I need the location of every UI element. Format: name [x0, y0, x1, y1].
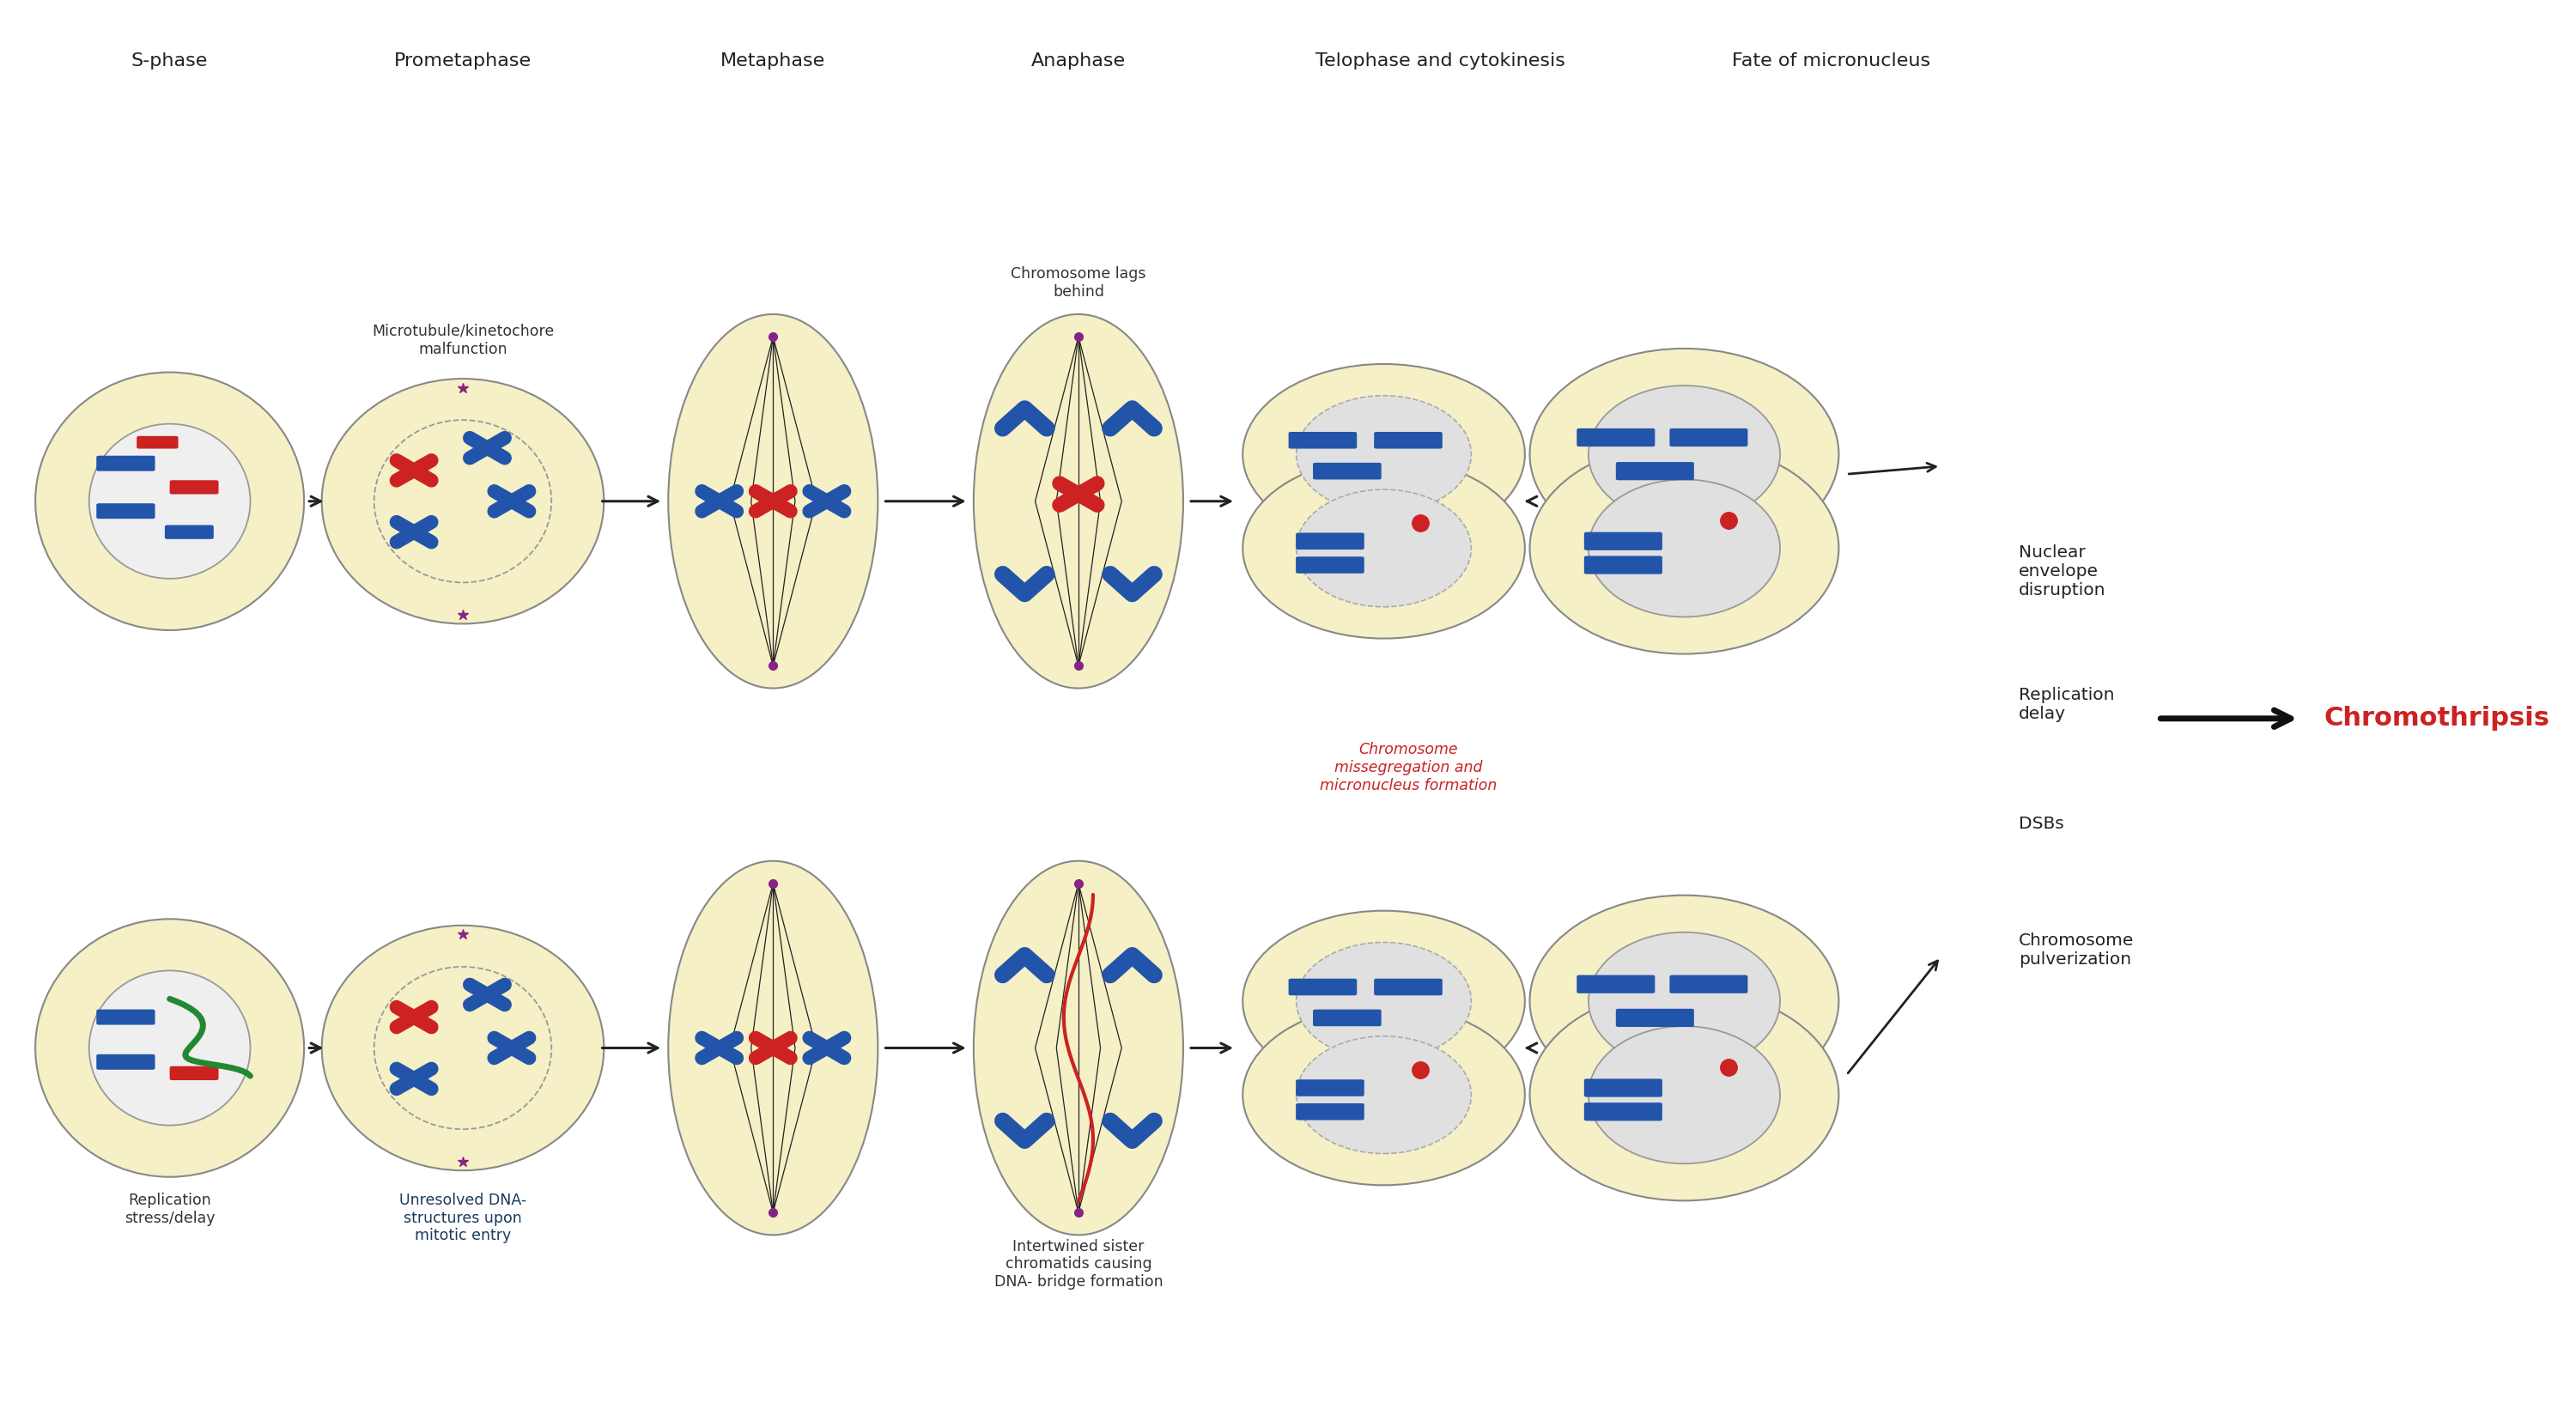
- Ellipse shape: [1296, 489, 1471, 607]
- FancyBboxPatch shape: [1577, 428, 1654, 447]
- Ellipse shape: [1530, 348, 1839, 559]
- Ellipse shape: [1242, 364, 1525, 544]
- Ellipse shape: [1530, 442, 1839, 654]
- Ellipse shape: [974, 861, 1182, 1234]
- Text: Prometaphase: Prometaphase: [394, 52, 531, 70]
- FancyBboxPatch shape: [1584, 557, 1662, 573]
- FancyBboxPatch shape: [1584, 533, 1662, 551]
- Text: S-phase: S-phase: [131, 52, 209, 70]
- Text: Replication
delay: Replication delay: [2020, 688, 2115, 721]
- Text: Chromosome
missegregation and
micronucleus formation: Chromosome missegregation and micronucle…: [1319, 743, 1497, 793]
- FancyBboxPatch shape: [1577, 975, 1654, 993]
- Text: DSBs: DSBs: [2020, 816, 2063, 831]
- Ellipse shape: [1296, 396, 1471, 513]
- FancyBboxPatch shape: [1314, 1009, 1381, 1026]
- Ellipse shape: [1530, 895, 1839, 1106]
- Ellipse shape: [322, 926, 603, 1171]
- FancyBboxPatch shape: [95, 455, 155, 471]
- Ellipse shape: [1589, 386, 1780, 523]
- Ellipse shape: [36, 919, 304, 1177]
- Text: Nuclear
envelope
disruption: Nuclear envelope disruption: [2020, 544, 2107, 599]
- FancyBboxPatch shape: [1373, 431, 1443, 448]
- Ellipse shape: [90, 424, 250, 579]
- Ellipse shape: [1296, 943, 1471, 1060]
- FancyBboxPatch shape: [1288, 431, 1358, 448]
- Text: Telophase and cytokinesis: Telophase and cytokinesis: [1316, 52, 1564, 70]
- FancyBboxPatch shape: [1296, 533, 1365, 550]
- FancyBboxPatch shape: [1296, 557, 1365, 573]
- FancyBboxPatch shape: [1296, 1103, 1365, 1120]
- FancyBboxPatch shape: [95, 503, 155, 519]
- FancyBboxPatch shape: [1373, 979, 1443, 995]
- FancyBboxPatch shape: [1288, 979, 1358, 995]
- FancyBboxPatch shape: [1615, 1009, 1695, 1027]
- FancyBboxPatch shape: [1584, 1079, 1662, 1098]
- Ellipse shape: [974, 314, 1182, 688]
- Text: Anaphase: Anaphase: [1030, 52, 1126, 70]
- FancyBboxPatch shape: [170, 1067, 219, 1081]
- FancyBboxPatch shape: [95, 1054, 155, 1069]
- FancyBboxPatch shape: [1669, 428, 1747, 447]
- Ellipse shape: [1530, 989, 1839, 1200]
- Ellipse shape: [374, 420, 551, 582]
- Ellipse shape: [90, 971, 250, 1126]
- FancyBboxPatch shape: [1615, 462, 1695, 480]
- Ellipse shape: [374, 967, 551, 1129]
- FancyBboxPatch shape: [1584, 1103, 1662, 1120]
- Ellipse shape: [667, 861, 878, 1234]
- Ellipse shape: [322, 379, 603, 624]
- Ellipse shape: [1296, 1036, 1471, 1154]
- Text: Microtubule/kinetochore
malfunction: Microtubule/kinetochore malfunction: [371, 324, 554, 356]
- FancyBboxPatch shape: [137, 435, 178, 448]
- Text: Chromosome
pulverization: Chromosome pulverization: [2020, 933, 2136, 968]
- Text: Chromosome lags
behind: Chromosome lags behind: [1010, 266, 1146, 299]
- Text: Metaphase: Metaphase: [721, 52, 824, 70]
- Text: Intertwined sister
chromatids causing
DNA- bridge formation: Intertwined sister chromatids causing DN…: [994, 1239, 1162, 1289]
- Ellipse shape: [1589, 1026, 1780, 1164]
- Ellipse shape: [1242, 910, 1525, 1092]
- Text: Unresolved DNA-
structures upon
mitotic entry: Unresolved DNA- structures upon mitotic …: [399, 1192, 526, 1244]
- Ellipse shape: [1589, 479, 1780, 617]
- FancyBboxPatch shape: [1669, 975, 1747, 993]
- Ellipse shape: [1589, 933, 1780, 1069]
- FancyBboxPatch shape: [1314, 462, 1381, 479]
- Ellipse shape: [36, 372, 304, 630]
- Ellipse shape: [1242, 458, 1525, 638]
- Text: Fate of micronucleus: Fate of micronucleus: [1731, 52, 1929, 70]
- FancyBboxPatch shape: [95, 1009, 155, 1024]
- FancyBboxPatch shape: [165, 526, 214, 540]
- FancyBboxPatch shape: [170, 480, 219, 495]
- Text: Chromothripsis: Chromothripsis: [2324, 706, 2550, 731]
- Ellipse shape: [1242, 1005, 1525, 1185]
- Ellipse shape: [667, 314, 878, 688]
- Text: Replication
stress/delay: Replication stress/delay: [124, 1192, 214, 1226]
- FancyBboxPatch shape: [1296, 1079, 1365, 1096]
